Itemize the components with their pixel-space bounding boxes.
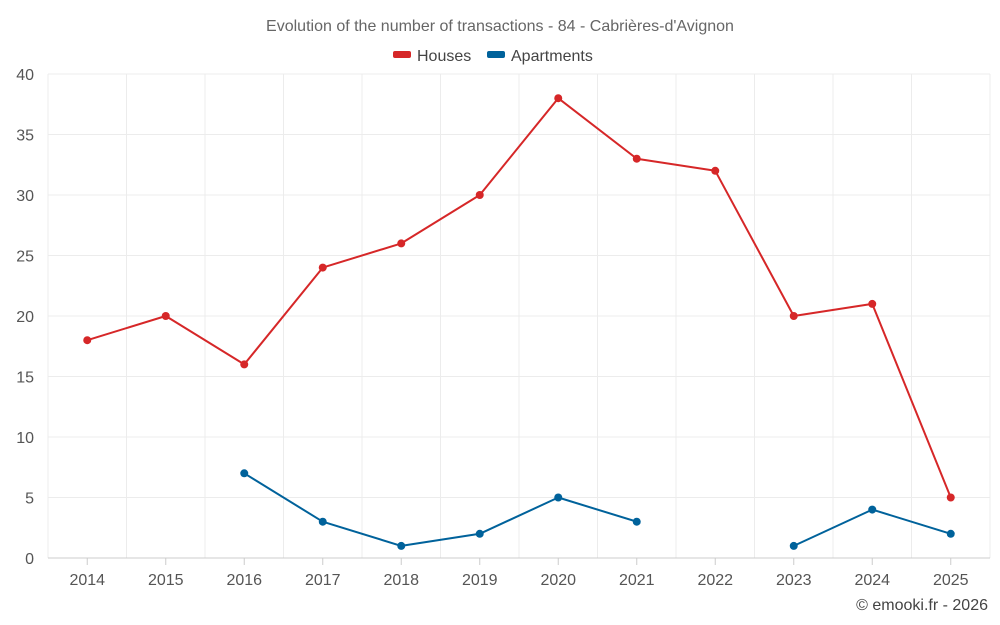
y-tick-label: 35 [16, 128, 34, 145]
apartments-point-2023[interactable] [789, 541, 798, 550]
houses-line [86, 97, 952, 498]
credit: © emooki.fr - 2026 [856, 597, 988, 614]
legend-swatch-apartments [487, 51, 505, 58]
apartments-line [793, 508, 952, 547]
houses-point-2017[interactable] [318, 263, 327, 272]
apartments-point-2021[interactable] [632, 517, 641, 526]
apartments-point-2017[interactable] [318, 517, 327, 526]
y-tick-label: 0 [25, 551, 34, 568]
legend-item-apartments[interactable]: Apartments [487, 48, 593, 65]
apartments-point-2024[interactable] [868, 505, 877, 514]
x-tick-label-2023: 2023 [776, 572, 812, 589]
x-tick-label-2014: 2014 [69, 572, 105, 589]
legend-swatch-houses [393, 51, 411, 58]
legend-label-houses: Houses [417, 48, 471, 65]
x-tick-label-2016: 2016 [226, 572, 262, 589]
legend: Houses Apartments [393, 48, 593, 65]
x-tick-label-2025: 2025 [933, 572, 969, 589]
houses-point-2023[interactable] [789, 312, 798, 320]
legend-label-apartments: Apartments [511, 48, 593, 65]
houses-point-2022[interactable] [711, 166, 720, 175]
y-tick-label: 25 [16, 249, 34, 266]
series-houses [83, 94, 955, 502]
apartments-point-2025[interactable] [946, 529, 955, 538]
series-apartments [240, 469, 955, 550]
grid [47, 73, 991, 558]
y-tick-label: 5 [25, 491, 34, 508]
chart-title: Evolution of the number of transactions … [266, 18, 734, 35]
apartments-point-2019[interactable] [475, 529, 484, 538]
apartments-point-2020[interactable] [554, 493, 563, 502]
houses-point-2024[interactable] [868, 299, 877, 308]
apartments-point-2018[interactable] [397, 541, 406, 550]
legend-item-houses[interactable]: Houses [393, 48, 471, 65]
y-axis: 0 5 10 15 20 25 30 35 40 [16, 67, 34, 568]
houses-point-2020[interactable] [554, 94, 563, 103]
x-tick-label-2024: 2024 [854, 572, 890, 589]
apartments-line [243, 472, 638, 547]
x-tick-label-2019: 2019 [462, 572, 498, 589]
houses-point-2016[interactable] [240, 360, 249, 369]
houses-point-2019[interactable] [475, 191, 484, 199]
houses-point-2015[interactable] [161, 312, 170, 320]
plot-area [83, 94, 955, 550]
y-tick-label: 20 [16, 309, 34, 326]
x-tick-label-2017: 2017 [305, 572, 341, 589]
houses-point-2014[interactable] [83, 336, 92, 345]
x-tick-label-2022: 2022 [697, 572, 733, 589]
houses-point-2021[interactable] [632, 154, 641, 163]
houses-point-2018[interactable] [397, 239, 406, 248]
x-tick-label-2018: 2018 [383, 572, 419, 589]
y-tick-label: 40 [16, 67, 34, 84]
y-tick-label: 10 [16, 430, 34, 447]
x-tick-label-2015: 2015 [148, 572, 184, 589]
houses-point-2025[interactable] [946, 493, 955, 502]
y-tick-label: 15 [16, 370, 34, 387]
y-tick-label: 30 [16, 188, 34, 205]
x-axis: 2014 2015 2016 2017 2018 2019 2020 2021 2022 2023… [48, 557, 990, 589]
apartments-point-2016[interactable] [240, 469, 249, 478]
x-tick-label-2020: 2020 [540, 572, 576, 589]
x-tick-label-2021: 2021 [619, 572, 655, 589]
